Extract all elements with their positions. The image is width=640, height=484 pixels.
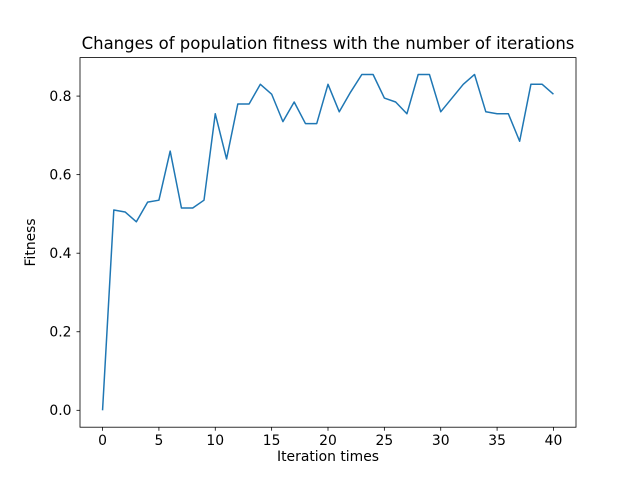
chart-title: Changes of population fitness with the n…	[82, 34, 575, 53]
x-tick-label: 25	[376, 433, 394, 449]
x-tick-label: 35	[488, 433, 506, 449]
x-axis-label: Iteration times	[277, 449, 379, 465]
x-tick-label: 15	[263, 433, 281, 449]
x-tick-label: 5	[154, 433, 163, 449]
x-tick-label: 10	[206, 433, 224, 449]
x-tick-label: 30	[432, 433, 450, 449]
x-axis-ticks: 0 5 10 15 20 25 30 35 40	[98, 427, 562, 449]
fitness-data-line	[101, 73, 554, 411]
y-tick-label: 0.4	[49, 246, 71, 262]
y-tick-label: 0.2	[49, 325, 71, 341]
x-tick-label: 20	[319, 433, 337, 449]
x-tick-label: 0	[98, 433, 107, 449]
y-axis-label: Fitness	[23, 218, 39, 266]
y-axis-ticks: 0.0 0.2 0.4 0.6 0.8	[49, 89, 80, 419]
x-tick-label: 40	[545, 433, 563, 449]
y-tick-label: 0.8	[49, 89, 71, 105]
y-tick-label: 0.6	[49, 167, 71, 183]
y-tick-label: 0.0	[49, 403, 71, 419]
